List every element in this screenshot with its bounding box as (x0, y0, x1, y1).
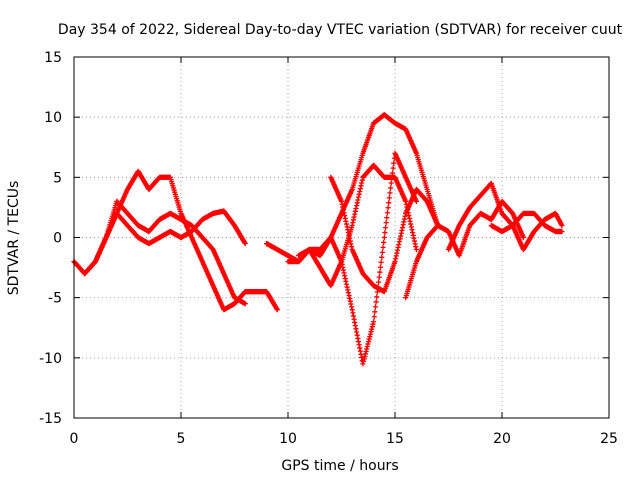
data-point (242, 240, 248, 247)
data-point (386, 195, 392, 201)
y-axis-label: SDTVAR / TECUs (6, 181, 22, 296)
data-point (242, 301, 248, 307)
series-track-e (285, 162, 419, 289)
data-point (382, 229, 388, 236)
data-point (377, 269, 383, 275)
x-tick-label: 5 (177, 431, 186, 447)
data-point (379, 249, 386, 255)
data-point (372, 309, 378, 315)
series-track-j (488, 210, 565, 235)
data-point (385, 205, 391, 211)
x-axis-label: GPS time / hours (281, 458, 398, 474)
data-point (384, 210, 391, 216)
data-point (380, 244, 386, 251)
data-point (376, 274, 382, 280)
y-tick-label: 15 (44, 50, 62, 66)
data-point (372, 304, 379, 310)
x-tick-label: 15 (386, 431, 404, 447)
data-point (382, 224, 389, 231)
data-point (389, 175, 395, 181)
data-point (378, 259, 384, 265)
series-track-h (403, 198, 526, 301)
data-point (387, 190, 393, 196)
x-tick-label: 20 (493, 431, 511, 447)
data-point (371, 319, 377, 325)
data-point (381, 239, 387, 246)
series-track-b (82, 198, 248, 307)
data-point (374, 294, 380, 300)
data-point (520, 234, 526, 241)
y-tick-label: -5 (48, 291, 62, 307)
series-track-f (296, 150, 419, 367)
data-point (559, 228, 565, 235)
y-tick-label: 0 (53, 231, 62, 247)
data-point (383, 220, 389, 226)
data-point (387, 185, 394, 191)
data-point (559, 222, 565, 229)
data-point (379, 254, 385, 260)
data-point (371, 314, 377, 320)
y-tick-label: 10 (44, 110, 62, 126)
data-point (413, 198, 419, 204)
series-track-g (328, 174, 441, 295)
x-tick-label: 10 (279, 431, 297, 447)
data-point (388, 180, 394, 186)
axes-layer: 0 5 10 15 20 25 -15 -10 -5 0 5 10 15 (39, 50, 618, 447)
data-point (413, 246, 419, 253)
data-point (389, 170, 396, 176)
data-point (377, 264, 384, 270)
x-tick-label: 25 (600, 431, 618, 447)
data-point (373, 299, 379, 305)
data-point (274, 307, 280, 313)
y-tick-label: 5 (53, 170, 62, 186)
data-point (384, 215, 390, 221)
y-tick-label: -15 (39, 411, 62, 427)
marks-layer (71, 112, 565, 367)
data-point (391, 160, 397, 166)
x-tick-label: 0 (70, 431, 79, 447)
data-point (386, 200, 392, 206)
y-tick-label: -10 (39, 351, 62, 367)
series-track-c (92, 208, 248, 265)
data-point (390, 165, 396, 171)
chart-title: Day 354 of 2022, Sidereal Day-to-day VTE… (58, 22, 623, 38)
data-point (381, 234, 387, 241)
data-point (376, 279, 382, 285)
